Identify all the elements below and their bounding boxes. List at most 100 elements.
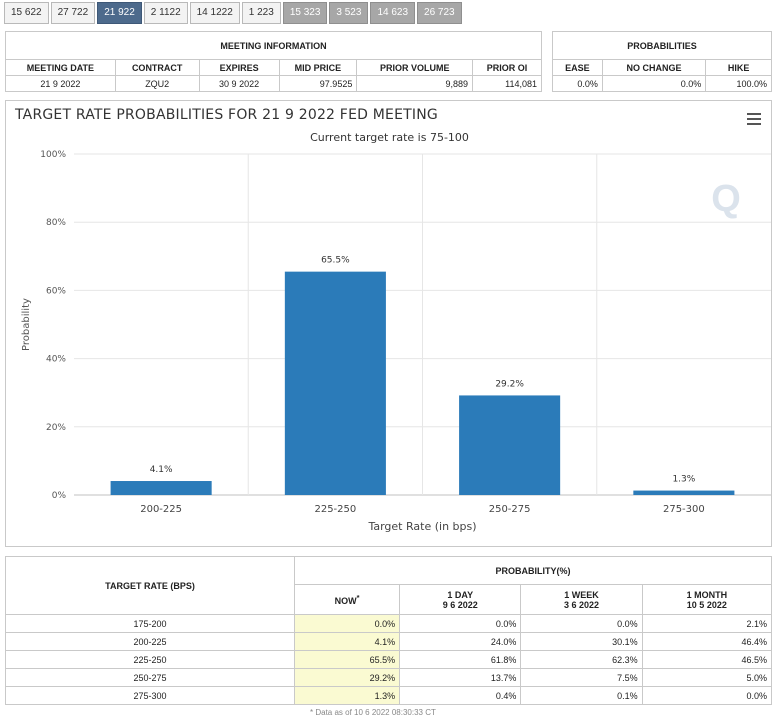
y-tick-label: 60% — [46, 286, 66, 296]
hike-value: 100.0% — [705, 75, 772, 92]
bar-250-275[interactable] — [459, 395, 561, 495]
y-tick-label: 80% — [46, 218, 66, 228]
data-label: 65.5% — [321, 256, 350, 266]
probability-cell: 1.3% — [294, 686, 401, 705]
target-rate-header: TARGET RATE (BPS) — [4, 556, 296, 615]
meeting-tab-1[interactable]: 27 722 — [50, 2, 96, 24]
probability-cell: 0.1% — [520, 686, 643, 705]
chart-panel: TARGET RATE PROBABILITIES FOR 21 9 2022 … — [5, 100, 772, 547]
meeting-tab-3[interactable]: 2 1122 — [143, 2, 188, 24]
data-timestamp-footnote: * Data as of 10 6 2022 08:30:33 CT — [310, 708, 436, 717]
probability-cell: 62.3% — [520, 650, 643, 669]
meeting-information-header: MEETING INFORMATION — [5, 31, 542, 60]
prob-col-label: 1 MONTH — [686, 589, 728, 600]
col-meeting-date: MEETING DATE — [5, 59, 116, 76]
bar-225-250[interactable] — [284, 271, 386, 495]
table-row: 175-200 0.0% 0.0% 0.0% 2.1% — [4, 614, 773, 633]
table-row: 200-225 4.1% 24.0% 30.1% 46.4% — [4, 632, 773, 651]
probability-cell: 65.5% — [294, 650, 401, 669]
meeting-date-value: 21 9 2022 — [5, 75, 116, 92]
mid-price-value: 97.9525 — [278, 75, 358, 92]
y-axis-label: Probability — [21, 298, 32, 351]
meeting-tab-9[interactable]: 26 723 — [417, 2, 462, 24]
meeting-tab-4[interactable]: 14 1222 — [189, 2, 240, 24]
prior-volume-value: 9,889 — [356, 75, 474, 92]
prob-col-header-0: NOW* — [294, 584, 401, 615]
probability-group-header: PROBABILITY(%) — [294, 556, 772, 585]
prob-col-label: 1 DAY — [447, 589, 474, 600]
probability-cell: 46.5% — [641, 650, 773, 669]
probability-cell: 13.7% — [399, 668, 522, 687]
chart-subtitle: Current target rate is 75-100 — [310, 131, 469, 144]
probability-cell: 7.5% — [520, 668, 643, 687]
contract-value: ZQU2 — [114, 75, 200, 92]
bar-275-300[interactable] — [633, 490, 735, 495]
watermark-q-icon: Q — [711, 178, 741, 220]
x-tick-label: 275-300 — [663, 504, 705, 515]
probability-cell: 0.4% — [399, 686, 522, 705]
col-prior-volume: PRIOR VOLUME — [356, 59, 474, 76]
x-tick-label: 250-275 — [489, 504, 531, 515]
meeting-tab-0[interactable]: 15 622 — [4, 2, 49, 24]
col-contract: CONTRACT — [114, 59, 200, 76]
table-row: 250-275 29.2% 13.7% 7.5% 5.0% — [4, 668, 773, 687]
expires-value: 30 9 2022 — [198, 75, 280, 92]
prior-oi-value: 114,081 — [472, 75, 542, 92]
target-rate-cell: 275-300 — [4, 686, 296, 705]
prob-col-header-3: 1 MONTH 10 5 2022 — [641, 584, 773, 615]
probability-cell: 2.1% — [641, 614, 773, 633]
col-hike: HIKE — [705, 59, 772, 76]
target-rate-cell: 250-275 — [4, 668, 296, 687]
y-tick-label: 40% — [46, 355, 66, 365]
meeting-tab-7[interactable]: 3 523 — [329, 2, 369, 24]
meeting-tab-2[interactable]: 21 922 — [97, 2, 142, 24]
col-mid-price: MID PRICE — [278, 59, 358, 76]
col-prior-oi: PRIOR OI — [472, 59, 542, 76]
data-label: 1.3% — [672, 475, 695, 485]
target-rate-cell: 225-250 — [4, 650, 296, 669]
no-change-value: 0.0% — [601, 75, 707, 92]
prob-col-date: 10 5 2022 — [686, 599, 727, 610]
meeting-tab-8[interactable]: 14 623 — [370, 2, 416, 24]
prob-col-header-2: 1 WEEK 3 6 2022 — [520, 584, 643, 615]
ease-value: 0.0% — [552, 75, 603, 92]
prob-col-label: NOW — [334, 596, 357, 606]
probabilities-header: PROBABILITIES — [552, 31, 772, 60]
prob-col-date: 9 6 2022 — [442, 599, 478, 610]
prob-col-header-1: 1 DAY 9 6 2022 — [399, 584, 522, 615]
col-no-change: NO CHANGE — [601, 59, 707, 76]
probability-cell: 0.0% — [294, 614, 401, 633]
probability-cell: 4.1% — [294, 632, 401, 651]
col-expires: EXPIRES — [198, 59, 280, 76]
data-label: 4.1% — [150, 465, 173, 475]
probabilities-table: PROBABILITIES EASE NO CHANGE HIKE 0.0% 0… — [552, 31, 772, 92]
bar-200-225[interactable] — [110, 481, 212, 495]
probability-cell: 46.4% — [641, 632, 773, 651]
col-ease: EASE — [552, 59, 603, 76]
table-row: 225-250 65.5% 61.8% 62.3% 46.5% — [4, 650, 773, 669]
now-footnote-mark: * — [356, 593, 360, 602]
y-tick-label: 0% — [52, 491, 67, 501]
probability-cell: 30.1% — [520, 632, 643, 651]
x-tick-label: 225-250 — [314, 504, 356, 515]
y-tick-label: 20% — [46, 423, 66, 433]
hamburger-menu-icon[interactable] — [747, 113, 761, 125]
meeting-tab-6[interactable]: 15 323 — [282, 2, 328, 24]
bar-chart: 0% 20% 40% 60% 80% 100% 4.1% 200-225 65.5% 225-25… — [21, 150, 771, 533]
target-rate-cell: 175-200 — [4, 614, 296, 633]
probability-cell: 0.0% — [641, 686, 773, 705]
probability-cell: 29.2% — [294, 668, 401, 687]
meeting-tabs: 15 622 27 722 21 922 2 1122 14 1222 1 223 15 3… — [4, 2, 462, 26]
probability-cell: 24.0% — [399, 632, 522, 651]
target-rate-cell: 200-225 — [4, 632, 296, 651]
meeting-tab-5[interactable]: 1 223 — [241, 2, 281, 24]
x-axis-label: Target Rate (in bps) — [367, 520, 476, 533]
meeting-information-table: MEETING INFORMATION MEETING DATE CONTRAC… — [5, 31, 542, 92]
x-tick-label: 200-225 — [140, 504, 182, 515]
chart-title: TARGET RATE PROBABILITIES FOR 21 9 2022 … — [15, 107, 438, 123]
probability-cell: 0.0% — [399, 614, 522, 633]
prob-col-label: 1 WEEK — [564, 589, 599, 600]
watermark-logo-icon: Q — [711, 178, 741, 220]
probability-cell: 5.0% — [641, 668, 773, 687]
y-tick-label: 100% — [40, 150, 66, 160]
